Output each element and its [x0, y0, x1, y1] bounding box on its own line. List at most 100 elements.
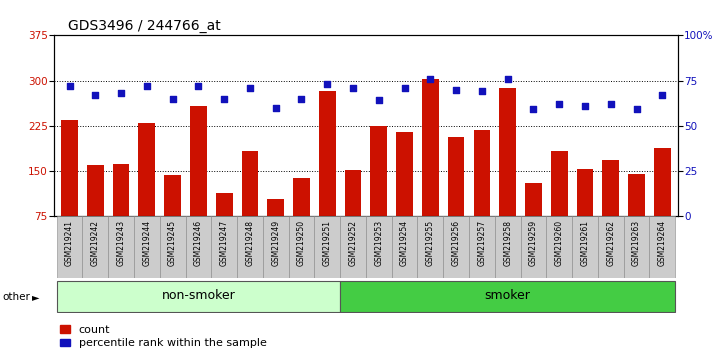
Text: GSM219244: GSM219244	[142, 220, 151, 267]
Text: GSM219261: GSM219261	[580, 220, 590, 266]
Point	[579, 103, 590, 109]
Text: GSM219246: GSM219246	[194, 220, 203, 267]
Text: GSM219252: GSM219252	[348, 220, 358, 266]
Text: GSM219247: GSM219247	[220, 220, 229, 267]
FancyBboxPatch shape	[443, 216, 469, 278]
Text: GDS3496 / 244766_at: GDS3496 / 244766_at	[68, 19, 221, 34]
Text: GSM219262: GSM219262	[606, 220, 615, 266]
Point	[425, 76, 436, 81]
Point	[193, 83, 204, 89]
FancyBboxPatch shape	[314, 216, 340, 278]
FancyBboxPatch shape	[340, 281, 675, 312]
FancyBboxPatch shape	[521, 216, 547, 278]
Point	[502, 76, 513, 81]
FancyBboxPatch shape	[650, 216, 675, 278]
FancyBboxPatch shape	[160, 216, 185, 278]
Point	[399, 85, 410, 91]
Bar	[577, 169, 593, 261]
Text: GSM219255: GSM219255	[426, 220, 435, 267]
Text: GSM219256: GSM219256	[451, 220, 461, 267]
Point	[528, 107, 539, 112]
Point	[218, 96, 230, 101]
Bar	[293, 178, 310, 261]
FancyBboxPatch shape	[340, 216, 366, 278]
Point	[373, 98, 384, 103]
Bar	[396, 132, 413, 261]
Point	[657, 92, 668, 98]
Point	[244, 85, 256, 91]
Point	[296, 96, 307, 101]
Point	[115, 90, 127, 96]
Bar	[242, 151, 258, 261]
FancyBboxPatch shape	[417, 216, 443, 278]
Point	[270, 105, 281, 110]
Text: GSM219264: GSM219264	[658, 220, 667, 267]
FancyBboxPatch shape	[134, 216, 160, 278]
Text: GSM219254: GSM219254	[400, 220, 409, 267]
Text: GSM219260: GSM219260	[554, 220, 564, 267]
FancyBboxPatch shape	[57, 281, 340, 312]
Bar	[371, 126, 387, 261]
FancyBboxPatch shape	[547, 216, 572, 278]
Bar	[164, 175, 181, 261]
Text: GSM219251: GSM219251	[323, 220, 332, 266]
FancyBboxPatch shape	[366, 216, 392, 278]
FancyBboxPatch shape	[288, 216, 314, 278]
Bar	[138, 123, 155, 261]
FancyBboxPatch shape	[211, 216, 237, 278]
Bar	[654, 148, 671, 261]
Bar	[345, 170, 361, 261]
Bar	[422, 79, 438, 261]
Text: smoker: smoker	[485, 289, 531, 302]
Point	[451, 87, 462, 92]
Bar	[602, 160, 619, 261]
Point	[167, 96, 178, 101]
FancyBboxPatch shape	[108, 216, 134, 278]
Bar	[525, 183, 541, 261]
Text: GSM219259: GSM219259	[529, 220, 538, 267]
Text: GSM219257: GSM219257	[477, 220, 487, 267]
FancyBboxPatch shape	[469, 216, 495, 278]
Text: GSM219245: GSM219245	[168, 220, 177, 267]
Text: GSM219248: GSM219248	[245, 220, 255, 266]
FancyBboxPatch shape	[263, 216, 288, 278]
Point	[476, 88, 487, 94]
Bar	[499, 88, 516, 261]
FancyBboxPatch shape	[57, 216, 82, 278]
Point	[322, 81, 333, 87]
Bar	[87, 165, 104, 261]
FancyBboxPatch shape	[82, 216, 108, 278]
Point	[554, 101, 565, 107]
Bar	[474, 130, 490, 261]
Text: GSM219242: GSM219242	[91, 220, 99, 266]
FancyBboxPatch shape	[392, 216, 417, 278]
Bar	[267, 199, 284, 261]
Text: GSM219250: GSM219250	[297, 220, 306, 267]
Text: GSM219263: GSM219263	[632, 220, 641, 267]
FancyBboxPatch shape	[624, 216, 650, 278]
Bar	[551, 151, 567, 261]
Text: other: other	[2, 292, 30, 302]
Bar	[61, 120, 78, 261]
Point	[605, 101, 616, 107]
FancyBboxPatch shape	[237, 216, 263, 278]
Legend: count, percentile rank within the sample: count, percentile rank within the sample	[60, 325, 266, 348]
Point	[63, 83, 75, 89]
FancyBboxPatch shape	[495, 216, 521, 278]
Point	[89, 92, 101, 98]
Bar	[190, 106, 207, 261]
FancyBboxPatch shape	[185, 216, 211, 278]
Text: non-smoker: non-smoker	[162, 289, 235, 302]
Bar	[628, 174, 645, 261]
Text: GSM219249: GSM219249	[271, 220, 280, 267]
Bar	[319, 91, 336, 261]
FancyBboxPatch shape	[598, 216, 624, 278]
Text: GSM219241: GSM219241	[65, 220, 74, 266]
Text: GSM219253: GSM219253	[374, 220, 384, 267]
Bar	[448, 137, 464, 261]
Point	[348, 85, 359, 91]
FancyBboxPatch shape	[572, 216, 598, 278]
Point	[631, 107, 642, 112]
Text: ►: ►	[32, 292, 39, 302]
Text: GSM219258: GSM219258	[503, 220, 512, 266]
